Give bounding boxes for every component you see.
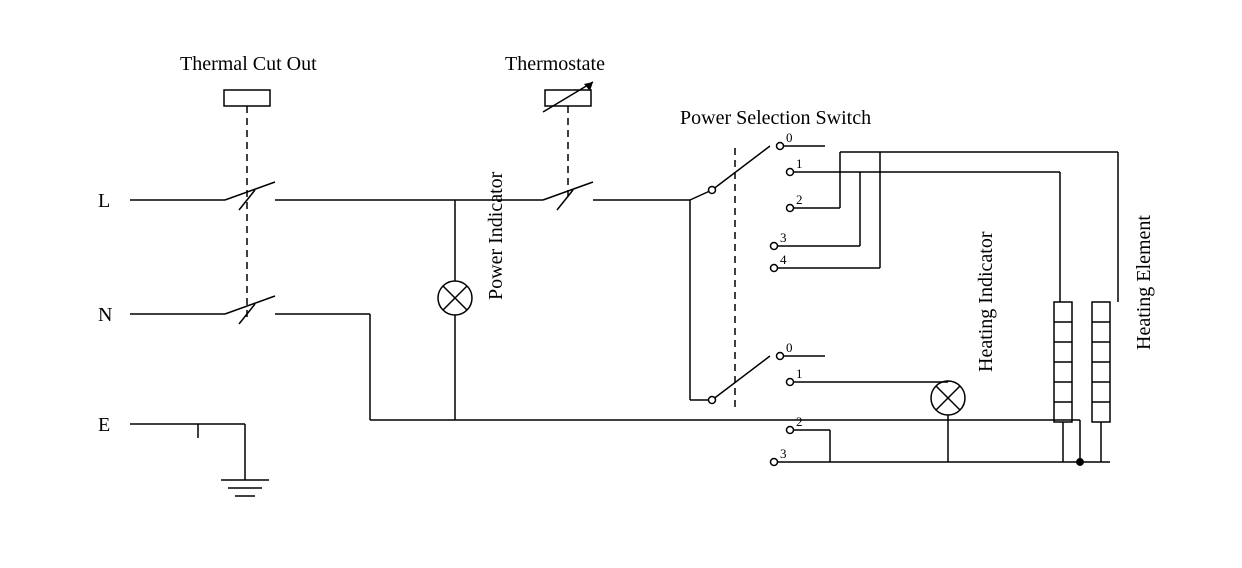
power-selection-switch-label: Power Selection Switch [680, 107, 871, 129]
thermal-cut-out-label: Thermal Cut Out [180, 53, 317, 75]
heating-indicator-label: Heating Indicator [975, 231, 997, 372]
svg-text:2: 2 [796, 192, 803, 207]
svg-text:1: 1 [796, 156, 803, 171]
terminal-N-label: N [98, 304, 112, 326]
power-indicator-label: Power Indicator [485, 171, 507, 300]
thermostate-label: Thermostate [505, 53, 605, 75]
terminal-L-label: L [98, 190, 110, 212]
svg-text:1: 1 [796, 366, 803, 381]
thermostate-symbol [545, 90, 591, 106]
terminal-E-label: E [98, 414, 110, 436]
svg-text:3: 3 [780, 446, 787, 461]
svg-text:0: 0 [786, 130, 793, 145]
thermal-cut-out-symbol [224, 90, 270, 106]
svg-text:0: 0 [786, 340, 793, 355]
svg-text:3: 3 [780, 230, 787, 245]
heating-element-label: Heating Element [1133, 215, 1155, 350]
svg-text:2: 2 [796, 414, 803, 429]
svg-text:4: 4 [780, 252, 787, 267]
